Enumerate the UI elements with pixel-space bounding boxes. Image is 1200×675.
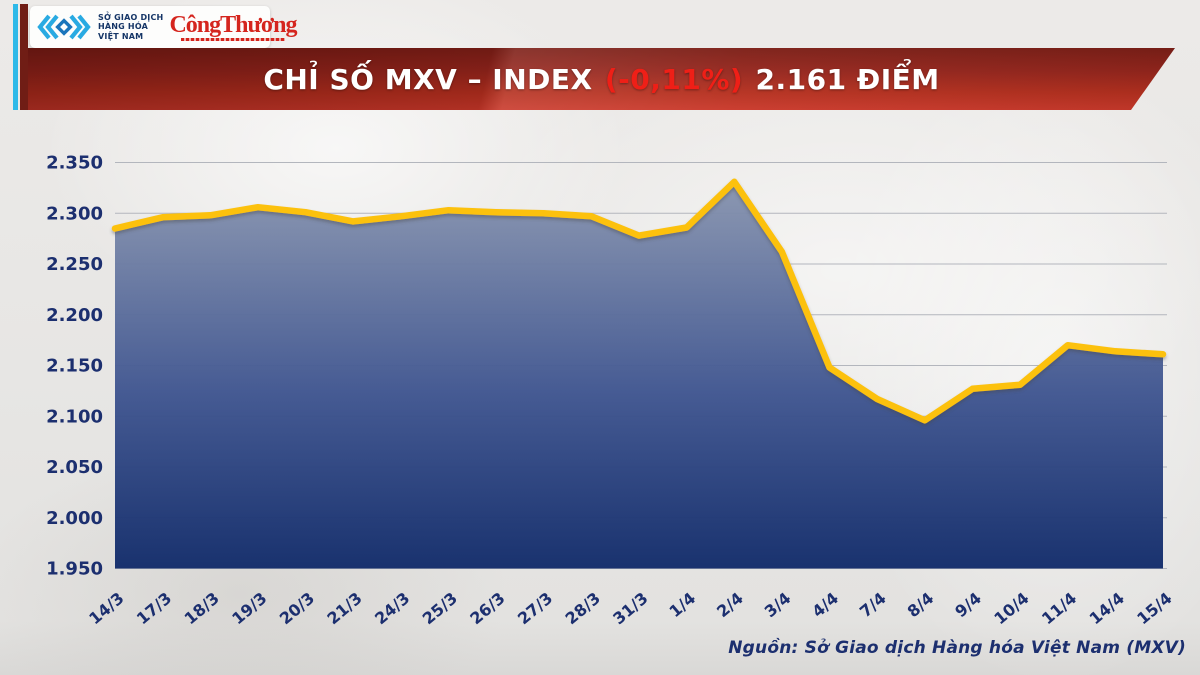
x-tick-label: 24/3 [371,589,413,629]
x-tick-label: 21/3 [323,589,365,629]
left-accent-maroon-bar [20,4,28,110]
index-line-group [111,178,1167,424]
y-tick-label: 2.000 [46,508,103,529]
chart-title: CHỈ SỐ MXV – INDEX (-0,11%) 2.161 ĐIỂM [263,63,939,96]
y-tick-label: 2.200 [46,305,103,326]
title-ribbon: CHỈ SỐ MXV – INDEX (-0,11%) 2.161 ĐIỂM [28,48,1175,110]
y-tick-label: 2.350 [46,153,103,174]
x-tick-label: 20/3 [276,589,318,629]
x-tick-label: 4/4 [808,589,842,622]
x-tick-label: 11/4 [1038,589,1080,629]
x-tick-label: 7/4 [856,589,890,622]
area-fill-group [115,181,1163,569]
x-tick-label: 26/3 [466,589,508,629]
x-tick-label: 31/3 [609,589,651,629]
chart-title-prefix: CHỈ SỐ MXV – INDEX [263,62,603,96]
y-tick-label: 2.050 [46,457,103,478]
x-axis-labels: 14/3 17/3 18/3 19/3 20/3 21/3 24/3 25/3 26/3 27/3… [85,589,1175,629]
y-axis-labels: 2.350 2.300 2.250 2.200 2.150 2.100 2.050 2.000… [46,153,103,580]
y-tick-label: 2.250 [46,254,103,275]
x-tick-label: 9/4 [951,589,985,622]
mxv-logo-icon [37,14,91,40]
x-tick-label: 15/4 [1133,589,1175,629]
x-tick-label: 8/4 [904,589,938,622]
mxv-name-line2: HÀNG HÓA [98,22,149,32]
mxv-name: SỞ GIAO DỊCH HÀNG HÓA VIỆT NAM [98,13,163,42]
y-tick-label: 1.950 [46,559,103,580]
congthuong-wordmark: CôngThương [169,12,297,38]
x-tick-label: 14/3 [85,589,127,629]
index-line [111,178,1167,424]
header-logo-plate: SỞ GIAO DỊCH HÀNG HÓA VIỆT NAM CôngThươn… [30,6,298,48]
y-tick-label: 2.100 [46,406,103,427]
mxv-name-line3: VIỆT NAM [98,31,144,41]
x-tick-label: 19/3 [228,589,270,629]
y-tick-label: 2.150 [46,356,103,377]
x-tick-label: 2/4 [713,589,747,622]
x-tick-label: 14/4 [1086,589,1128,629]
x-tick-label: 18/3 [181,589,223,629]
x-tick-label: 3/4 [761,589,795,622]
mxv-name-line1: SỞ GIAO DỊCH [98,12,164,22]
chart-title-points: 2.161 ĐIỂM [745,62,940,96]
x-tick-label: 27/3 [514,589,556,629]
x-tick-label: 25/3 [419,589,461,629]
source-caption: Nguồn: Sở Giao dịch Hàng hóa Việt Nam (M… [728,638,1186,658]
congthuong-tagline-rule [180,38,285,41]
area-fill [115,181,1163,569]
x-tick-label: 17/3 [133,589,175,629]
x-tick-label: 10/4 [990,589,1032,629]
congthuong-logo: CôngThương [169,12,298,41]
y-tick-label: 2.300 [46,203,103,224]
x-tick-label: 1/4 [665,589,699,622]
chart-title-change-percent: (-0,11%) [604,62,744,96]
left-accent-cyan-bar [13,4,18,110]
x-tick-label: 28/3 [562,589,604,629]
